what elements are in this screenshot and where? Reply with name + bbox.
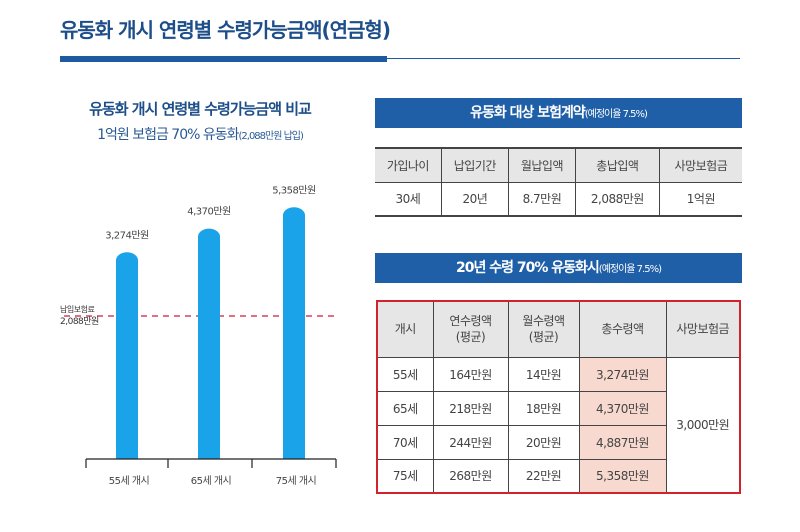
reference-value: 2,088만원 (60, 316, 99, 327)
chart-subtitle-note: (2,088만원 납입) (238, 131, 304, 142)
table-cell-total: 5,358만원 (578, 458, 667, 494)
table-cell: 75세 (376, 458, 434, 494)
table1-banner-note: (예정이율 7.5%) (584, 109, 648, 120)
table-cell-total: 3,274만원 (578, 356, 667, 392)
header-text: 개시 (394, 322, 417, 337)
table-cell: 30세 (375, 182, 442, 216)
contract-table: 가입나이 납입기간 월납입액 총납입액 사망보험금 30세 20년 8.7만원 … (375, 147, 742, 217)
table-cell: 1억원 (686, 192, 716, 207)
header-cell: 월수령액 (평균) (507, 300, 580, 358)
death-benefit-cell: 3,000만원 (665, 356, 741, 494)
table-cell: 2,088만원 (575, 182, 660, 216)
table1-banner: 유동화 대상 보험계약(예정이율 7.5%) (375, 98, 742, 128)
header-note: (평균) (528, 330, 559, 345)
table-cell: 55세 (376, 356, 434, 392)
data-label: 3,274만원 (105, 229, 149, 241)
data-label: 5,358만원 (272, 184, 316, 196)
table-cell: 70세 (376, 424, 434, 460)
table-row: 75세 268만원 22만원 5,358만원 (376, 458, 740, 494)
table2-banner-title: 20년 수령 70% 유동화시 (456, 260, 600, 276)
table-cell: 14만원 (507, 356, 580, 392)
table-cell: 18만원 (507, 390, 580, 426)
header-cell: 가입나이 (375, 148, 442, 183)
table-row: 70세 244만원 20만원 4,887만원 (376, 424, 740, 460)
table-cell: 268만원 (432, 458, 509, 494)
header-cell: 총납입액 (575, 148, 660, 183)
table-cell: 20년 (441, 182, 509, 216)
header-cell: 월납입액 (508, 148, 576, 183)
table2-banner: 20년 수령 70% 유동화시(예정이율 7.5%) (375, 253, 742, 283)
x-tick-label: 75세 개시 (276, 475, 317, 487)
reference-label: 납입보험료 (60, 305, 94, 314)
header-cell: 개시 (376, 300, 434, 358)
header-cell: 총수령액 (578, 300, 667, 358)
bar-2 (283, 207, 305, 459)
table-cell: 20만원 (507, 424, 580, 460)
table-cell-total: 4,887만원 (578, 424, 667, 460)
table-cell: 8.7만원 (508, 182, 576, 216)
header-text: 총수령액 (601, 322, 644, 337)
header-cell: 연수령액 (평균) (432, 300, 509, 358)
header-text: 연수령액 (449, 314, 492, 329)
page-title: 유동화 개시 연령별 수령가능금액(연금형) (60, 18, 391, 42)
header-cell: 납입기간 (441, 148, 509, 183)
header-note: (평균) (455, 330, 486, 345)
header-cell: 사망보험금 (659, 148, 742, 183)
table-cell: 244만원 (432, 424, 509, 460)
payout-table: 개시 연수령액 (평균) 월수령액 (평균) 총수령액 사망보험금 55세 164만… (376, 300, 741, 494)
chart-title: 유동화 개시 연령별 수령가능금액 비교 (89, 100, 312, 118)
table1-banner-title: 유동화 대상 보험계약 (470, 105, 586, 121)
bar-chart: 3,274만원 55세 개시 4,370만원 65세 개시 5,358만원 75세 개시 납… (60, 184, 337, 487)
chart-subtitle: 1억원 보험금 70% 유동화(2,088만원 납입) (60, 124, 340, 144)
table-cell: 218만원 (432, 390, 509, 426)
chart-subtitle-main: 1억원 보험금 70% 유동화 (97, 127, 239, 143)
table-header-row: 개시 연수령액 (평균) 월수령액 (평균) 총수령액 사망보험금 (376, 300, 741, 358)
table-row: 30세 20년 8.7만원 2,088만원 1억원 (375, 182, 742, 216)
title-divider (387, 58, 740, 59)
header-text: 월수령액 (522, 314, 565, 329)
table-cell: 22만원 (507, 458, 580, 494)
x-tick-label: 65세 개시 (191, 475, 232, 487)
table-cell-total: 4,370만원 (578, 390, 667, 426)
header-text: 사망보험금 (676, 322, 730, 337)
title-underline (60, 56, 387, 62)
data-label: 4,370만원 (187, 206, 231, 218)
table-cell: 164만원 (432, 356, 509, 392)
table2-banner-note: (예정이율 7.5%) (598, 264, 662, 275)
bar-0 (116, 252, 138, 459)
table-cell: 65세 (376, 390, 434, 426)
x-tick-label: 55세 개시 (109, 475, 150, 487)
table-row: 55세 164만원 14만원 3,274만원 3,000만원 (376, 356, 741, 494)
bar-1 (198, 228, 220, 459)
table-header-row: 가입나이 납입기간 월납입액 총납입액 사망보험금 (375, 148, 742, 183)
header-cell: 사망보험금 (665, 300, 741, 358)
